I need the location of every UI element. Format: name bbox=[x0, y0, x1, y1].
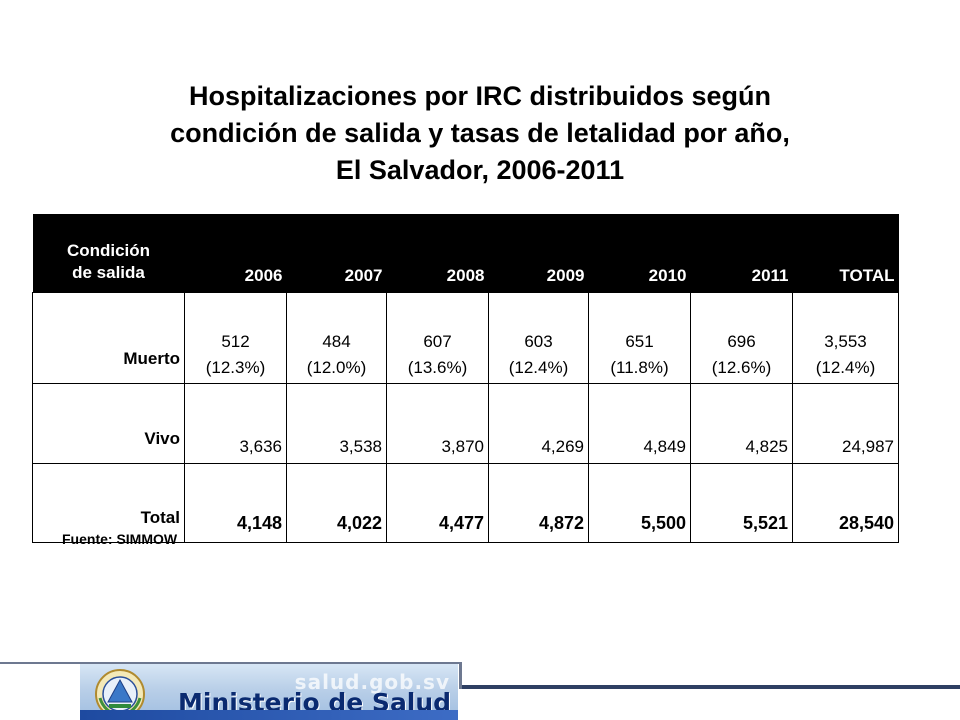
row-label-muerto: Muerto bbox=[32, 292, 185, 384]
table-cell: 4,477 bbox=[386, 463, 489, 543]
slide-title: Hospitalizaciones por IRC distribuidos s… bbox=[60, 78, 900, 189]
row-label-vivo: Vivo bbox=[32, 383, 185, 464]
table-row: Muerto 512 (12.3%) 484 (12.0%) 607 (13.6%) … bbox=[32, 292, 899, 384]
header-2010: 2010 bbox=[588, 214, 691, 293]
table-cell: 4,849 bbox=[588, 383, 691, 464]
table-cell: 4,022 bbox=[286, 463, 387, 543]
website-watermark: salud.gob.sv bbox=[294, 670, 450, 694]
row-label-total: Total bbox=[32, 463, 185, 543]
header-2009: 2009 bbox=[488, 214, 589, 293]
table-cell: 4,148 bbox=[184, 463, 287, 543]
banner-stripe bbox=[80, 710, 458, 720]
table-cell: 4,269 bbox=[488, 383, 589, 464]
table-row: Vivo 3,636 3,538 3,870 4,269 4,849 4,825… bbox=[32, 383, 899, 464]
table-row: Total 4,148 4,022 4,477 4,872 5,500 5,52… bbox=[32, 463, 899, 543]
table-cell: 3,636 bbox=[184, 383, 287, 464]
coat-of-arms-icon bbox=[95, 669, 145, 719]
title-line-2: condición de salida y tasas de letalidad… bbox=[170, 118, 790, 148]
title-line-3: El Salvador, 2006-2011 bbox=[335, 155, 625, 185]
hospitalizations-table: Condición de salida 2006 2007 2008 2009 … bbox=[32, 214, 899, 543]
table-cell: 512 (12.3%) bbox=[184, 292, 287, 384]
header-condition: Condición de salida bbox=[32, 214, 185, 293]
table-cell: 4,872 bbox=[488, 463, 589, 543]
table-cell: 5,500 bbox=[588, 463, 691, 543]
table-cell: 28,540 bbox=[792, 463, 899, 543]
table-cell: 5,521 bbox=[690, 463, 793, 543]
table-cell: 4,825 bbox=[690, 383, 793, 464]
title-line-1: Hospitalizaciones por IRC distribuidos s… bbox=[188, 81, 772, 111]
footer-bar bbox=[462, 685, 960, 689]
source-note: Fuente: SIMMOW bbox=[62, 531, 178, 547]
header-2006: 2006 bbox=[184, 214, 287, 293]
header-2007: 2007 bbox=[286, 214, 387, 293]
table-header-row: Condición de salida 2006 2007 2008 2009 … bbox=[32, 214, 899, 293]
ministry-banner: salud.gob.sv Ministerio de Salud bbox=[80, 664, 458, 720]
table-cell: 24,987 bbox=[792, 383, 899, 464]
header-2011: 2011 bbox=[690, 214, 793, 293]
table-cell: 651 (11.8%) bbox=[588, 292, 691, 384]
footer-divider bbox=[0, 662, 462, 664]
table-cell: 484 (12.0%) bbox=[286, 292, 387, 384]
table-cell: 3,553 (12.4%) bbox=[792, 292, 899, 384]
table-cell: 696 (12.6%) bbox=[690, 292, 793, 384]
table-cell: 607 (13.6%) bbox=[386, 292, 489, 384]
header-total: TOTAL bbox=[792, 214, 899, 293]
table-cell: 3,870 bbox=[386, 383, 489, 464]
header-2008: 2008 bbox=[386, 214, 489, 293]
table-cell: 3,538 bbox=[286, 383, 387, 464]
footer-divider-vertical bbox=[459, 662, 462, 689]
table-cell: 603 (12.4%) bbox=[488, 292, 589, 384]
